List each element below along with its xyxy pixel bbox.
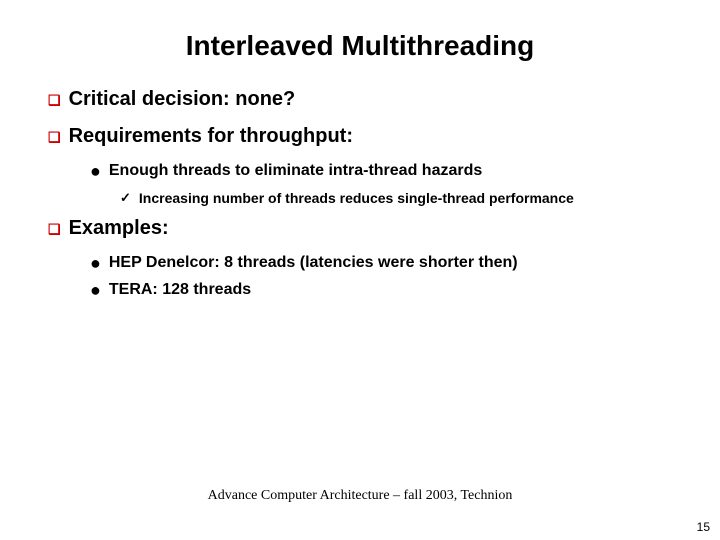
footer-text: Advance Computer Architecture – fall 200… <box>0 488 720 504</box>
bullet-text: Requirements for throughput: <box>69 125 353 148</box>
bullet-examples: ❑ Examples: <box>48 217 672 240</box>
sub-bullet-tera: ● TERA: 128 threads <box>90 281 672 301</box>
sub-bullets-requirements: ● Enough threads to eliminate intra-thre… <box>90 162 672 207</box>
sub-bullet-text: TERA: 128 threads <box>109 281 251 299</box>
bullet-requirements: ❑ Requirements for throughput: <box>48 125 672 148</box>
page-number: 15 <box>697 520 710 534</box>
sub-sub-bullet-text: Increasing number of threads reduces sin… <box>139 190 574 206</box>
check-bullet-icon: ✓ <box>120 190 131 207</box>
dot-bullet-icon: ● <box>90 162 101 182</box>
square-bullet-icon: ❑ <box>48 130 61 144</box>
sub-sub-bullets: ✓ Increasing number of threads reduces s… <box>120 190 672 207</box>
sub-bullet-enough-threads: ● Enough threads to eliminate intra-thre… <box>90 162 672 182</box>
slide: Interleaved Multithreading ❑ Critical de… <box>0 0 720 540</box>
bullet-critical-decision: ❑ Critical decision: none? <box>48 88 672 111</box>
sub-bullet-text: Enough threads to eliminate intra-thread… <box>109 162 482 180</box>
bullet-text: Critical decision: none? <box>69 88 296 111</box>
dot-bullet-icon: ● <box>90 281 101 301</box>
sub-sub-bullet-increasing: ✓ Increasing number of threads reduces s… <box>120 190 672 207</box>
bullet-text: Examples: <box>69 217 169 240</box>
dot-bullet-icon: ● <box>90 254 101 274</box>
sub-bullet-text: HEP Denelcor: 8 threads (latencies were … <box>109 254 518 272</box>
slide-title: Interleaved Multithreading <box>48 30 672 62</box>
sub-bullet-hep: ● HEP Denelcor: 8 threads (latencies wer… <box>90 254 672 274</box>
sub-bullets-examples: ● HEP Denelcor: 8 threads (latencies wer… <box>90 254 672 302</box>
square-bullet-icon: ❑ <box>48 222 61 236</box>
square-bullet-icon: ❑ <box>48 93 61 107</box>
